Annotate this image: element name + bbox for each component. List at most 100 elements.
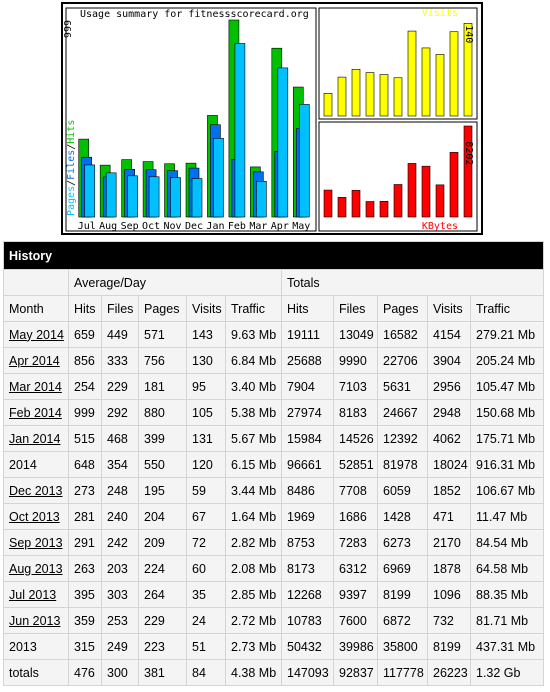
header-row: Month Hits Files Pages Visits Traffic Hits File…: [3, 295, 545, 322]
value-cell: 12268: [281, 581, 334, 608]
value-cell: 7708: [333, 477, 378, 504]
value-cell: 550: [138, 451, 187, 478]
bar: [351, 190, 361, 218]
month-link[interactable]: Jan 2014: [9, 431, 61, 446]
value-cell: 3.40 Mb: [225, 373, 282, 400]
value-cell: 229: [101, 373, 139, 400]
month-link[interactable]: May 2014: [9, 327, 64, 342]
x-tick-label: Aug: [99, 221, 117, 232]
value-cell: 19111: [281, 321, 334, 348]
value-cell: 96661: [281, 451, 334, 478]
value-cell: 8486: [281, 477, 334, 504]
value-cell: 7103: [333, 373, 378, 400]
value-cell: 856: [68, 347, 102, 374]
month-link[interactable]: Mar 2014: [9, 379, 62, 394]
bar: [421, 47, 431, 117]
month-link[interactable]: Sep 2013: [9, 535, 63, 550]
value-cell: 81.71 Mb: [469, 607, 545, 634]
x-tick-label: Jan: [206, 221, 224, 232]
value-cell: 9990: [333, 347, 378, 374]
history-table: History Average/Day Totals Month Hits File…: [2, 241, 545, 686]
value-cell: 571: [138, 321, 187, 348]
value-cell: 204: [138, 503, 187, 530]
value-cell: 81978: [377, 451, 428, 478]
month-link[interactable]: Oct 2013: [9, 509, 60, 524]
title-row: History: [2, 241, 545, 270]
month-link[interactable]: Jun 2013: [9, 613, 61, 628]
value-cell: 13049: [333, 321, 378, 348]
value-cell: 4154: [427, 321, 471, 348]
value-cell: 35800: [377, 633, 428, 660]
value-cell: 333: [101, 347, 139, 374]
bar: [449, 152, 459, 218]
value-cell: 6872: [377, 607, 428, 634]
value-cell: 25688: [281, 347, 334, 374]
value-cell: 1686: [333, 503, 378, 530]
column-header: Month: [3, 295, 69, 322]
column-header: Traffic: [225, 295, 282, 322]
value-cell: 8183: [333, 399, 378, 426]
bar: [337, 197, 347, 218]
value-cell: 130: [186, 347, 226, 374]
value-cell: 515: [68, 425, 102, 452]
value-cell: 150.68 Mb: [469, 399, 545, 426]
x-tick-label: Jul: [78, 221, 96, 232]
month-cell: Jun 2013: [3, 607, 69, 634]
value-cell: 648: [68, 451, 102, 478]
history-body: History Average/Day Totals Month Hits File…: [2, 241, 545, 686]
value-cell: 15984: [281, 425, 334, 452]
x-tick-label: Mar: [249, 221, 267, 232]
month-link[interactable]: Jul 2013: [9, 587, 57, 602]
month-cell: Dec 2013: [3, 477, 69, 504]
value-cell: 50432: [281, 633, 334, 660]
usage-chart: Usage summary for fitnessscorecard.org 9…: [61, 2, 483, 235]
bar: [365, 201, 375, 218]
legend-separator: /: [66, 180, 77, 186]
month-cell: 2013: [3, 633, 69, 660]
column-header: Hits: [281, 295, 334, 322]
month-link[interactable]: Dec 2013: [9, 483, 63, 498]
month-link[interactable]: Feb 2014: [9, 405, 62, 420]
value-cell: 6312: [333, 555, 378, 582]
value-cell: 205.24 Mb: [469, 347, 545, 374]
value-cell: 105: [186, 399, 226, 426]
legend-entry: Pages: [66, 186, 77, 216]
value-cell: 2.08 Mb: [225, 555, 282, 582]
value-cell: 395: [68, 581, 102, 608]
bar: [191, 178, 203, 218]
value-cell: 6.15 Mb: [225, 451, 282, 478]
column-header: Traffic: [469, 295, 545, 322]
data-row: Aug 2013 263 203 224 60 2.08 Mb 8173 6312 6969 18…: [3, 555, 545, 582]
bar: [393, 184, 403, 218]
value-cell: 117778: [377, 659, 428, 686]
bar: [337, 76, 347, 117]
value-cell: 468: [101, 425, 139, 452]
y-tick-label: 140: [463, 25, 474, 43]
bar: [277, 67, 289, 218]
value-cell: 354: [101, 451, 139, 478]
month-cell: Apr 2014: [3, 347, 69, 374]
data-row: Jun 2013 359 253 229 24 2.72 Mb 10783 7600 6872 7…: [3, 607, 545, 634]
value-cell: 399: [138, 425, 187, 452]
value-cell: 303: [101, 581, 139, 608]
value-cell: 291: [68, 529, 102, 556]
month-cell: totals: [3, 659, 69, 686]
value-cell: 248: [101, 477, 139, 504]
value-cell: 263: [68, 555, 102, 582]
month-link[interactable]: Aug 2013: [9, 561, 63, 576]
bar: [298, 104, 310, 218]
value-cell: 105.47 Mb: [469, 373, 545, 400]
bar: [435, 184, 445, 218]
y-tick-label: 8202: [463, 141, 474, 165]
value-cell: 26223: [427, 659, 471, 686]
legend-entry: Hits: [66, 120, 77, 144]
month-cell: Mar 2014: [3, 373, 69, 400]
data-row: Dec 2013 273 248 195 59 3.44 Mb 8486 7708 6059 18…: [3, 477, 545, 504]
month-link[interactable]: Apr 2014: [9, 353, 60, 368]
value-cell: 8199: [377, 581, 428, 608]
data-row: May 2014 659 449 571 143 9.63 Mb 19111 13049 165…: [3, 321, 545, 348]
value-cell: 264: [138, 581, 187, 608]
value-cell: 11.47 Mb: [469, 503, 545, 530]
value-cell: 224: [138, 555, 187, 582]
